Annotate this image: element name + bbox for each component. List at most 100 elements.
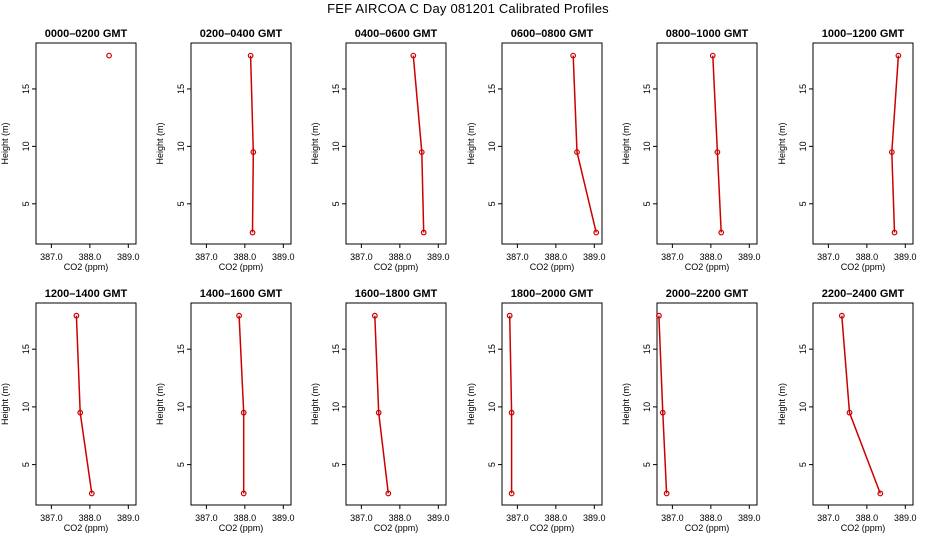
y-axis-label: Height (m) [0, 383, 10, 425]
y-axis-label: Height (m) [777, 383, 787, 425]
y-tick-label: 5 [21, 201, 31, 206]
x-axis-label: CO2 (ppm) [219, 523, 264, 533]
y-tick-label: 10 [176, 141, 186, 151]
profile-point [877, 490, 884, 497]
profile-point [240, 409, 247, 416]
profile-point [385, 490, 392, 497]
y-tick-label: 15 [176, 84, 186, 94]
profile-point [838, 312, 845, 319]
y-tick-label: 5 [176, 462, 186, 467]
x-tick-label: 388.0 [700, 252, 723, 262]
y-tick-label: 10 [487, 402, 497, 412]
plot-frame [501, 42, 603, 245]
x-axis-label: CO2 (ppm) [374, 262, 419, 272]
x-tick-label: 389.0 [894, 513, 917, 523]
x-tick-label: 388.0 [79, 252, 102, 262]
y-tick-label: 15 [21, 344, 31, 354]
plot-frame [190, 42, 292, 245]
y-tick-label: 15 [487, 84, 497, 94]
profile-point [247, 52, 254, 59]
y-tick-label: 5 [331, 201, 341, 206]
plot-frame [35, 302, 137, 506]
y-tick-label: 15 [331, 84, 341, 94]
profile-line [841, 315, 882, 494]
x-axis-label: CO2 (ppm) [685, 523, 730, 533]
x-tick-label: 387.0 [506, 513, 529, 523]
y-axis-label: Height (m) [310, 383, 320, 425]
y-tick-label: 5 [176, 201, 186, 206]
y-tick-label: 10 [176, 402, 186, 412]
panel-title: 0800–1000 GMT [666, 28, 749, 40]
profile-line [658, 315, 668, 494]
x-tick-label: 389.0 [117, 252, 140, 262]
y-tick-label: 10 [642, 402, 652, 412]
panel-title: 0000–0200 GMT [45, 28, 128, 40]
profile-point [88, 490, 95, 497]
profile-point [106, 52, 112, 59]
y-axis-label: Height (m) [466, 122, 476, 164]
x-tick-label: 387.0 [661, 513, 684, 523]
x-axis-label: CO2 (ppm) [530, 262, 575, 272]
y-tick-label: 10 [487, 141, 497, 151]
profile-point [240, 490, 247, 497]
y-tick-label: 15 [487, 344, 497, 354]
panel-title: 0200–0400 GMT [200, 28, 283, 40]
profile-point [659, 409, 666, 416]
profile-point [371, 312, 378, 319]
x-tick-label: 388.0 [234, 252, 257, 262]
panel-title: 2000–2200 GMT [666, 288, 749, 300]
x-tick-label: 388.0 [79, 513, 102, 523]
profile-point [663, 490, 670, 497]
plot-frame [345, 302, 447, 506]
profile-point [714, 149, 721, 156]
profile-point [891, 229, 898, 236]
profile-point [709, 52, 716, 59]
y-tick-label: 5 [21, 462, 31, 467]
y-tick-label: 10 [798, 141, 808, 151]
profile-point [506, 312, 513, 319]
plot-frame [190, 302, 292, 506]
x-tick-label: 388.0 [856, 513, 879, 523]
x-tick-label: 389.0 [894, 252, 917, 262]
profile-point [888, 149, 895, 156]
profile-line [508, 315, 513, 494]
y-axis-label: Height (m) [621, 383, 631, 425]
y-tick-label: 15 [21, 84, 31, 94]
x-tick-label: 388.0 [545, 513, 568, 523]
profile-line [238, 315, 245, 494]
panel-title: 1400–1600 GMT [200, 288, 283, 300]
profile-point [570, 52, 577, 59]
y-tick-label: 5 [798, 462, 808, 467]
y-tick-label: 10 [331, 402, 341, 412]
y-tick-label: 5 [642, 201, 652, 206]
y-tick-label: 15 [642, 344, 652, 354]
y-axis-label: Height (m) [621, 122, 631, 164]
x-axis-label: CO2 (ppm) [841, 523, 886, 533]
profile-line [412, 55, 425, 233]
profile-point [508, 490, 515, 497]
y-tick-label: 5 [798, 201, 808, 206]
profile-line [75, 315, 93, 494]
x-tick-label: 388.0 [545, 252, 568, 262]
x-axis-label: CO2 (ppm) [685, 262, 730, 272]
profile-point [895, 52, 902, 59]
profile-line [712, 55, 722, 233]
x-axis-label: CO2 (ppm) [219, 262, 264, 272]
y-tick-label: 5 [487, 462, 497, 467]
profile-point [508, 409, 515, 416]
x-tick-label: 389.0 [738, 513, 761, 523]
panel-title: 1800–2000 GMT [511, 288, 594, 300]
profile-point [73, 312, 80, 319]
x-tick-label: 387.0 [350, 513, 373, 523]
y-tick-label: 10 [331, 141, 341, 151]
profile-line [891, 55, 900, 233]
x-tick-label: 388.0 [389, 252, 412, 262]
x-tick-label: 387.0 [350, 252, 373, 262]
profile-point [846, 409, 853, 416]
x-axis-label: CO2 (ppm) [64, 523, 109, 533]
y-axis-label: Height (m) [310, 122, 320, 164]
profile-line [374, 315, 390, 494]
profile-point [250, 149, 257, 156]
profile-point [593, 229, 600, 236]
profile-point [418, 149, 425, 156]
